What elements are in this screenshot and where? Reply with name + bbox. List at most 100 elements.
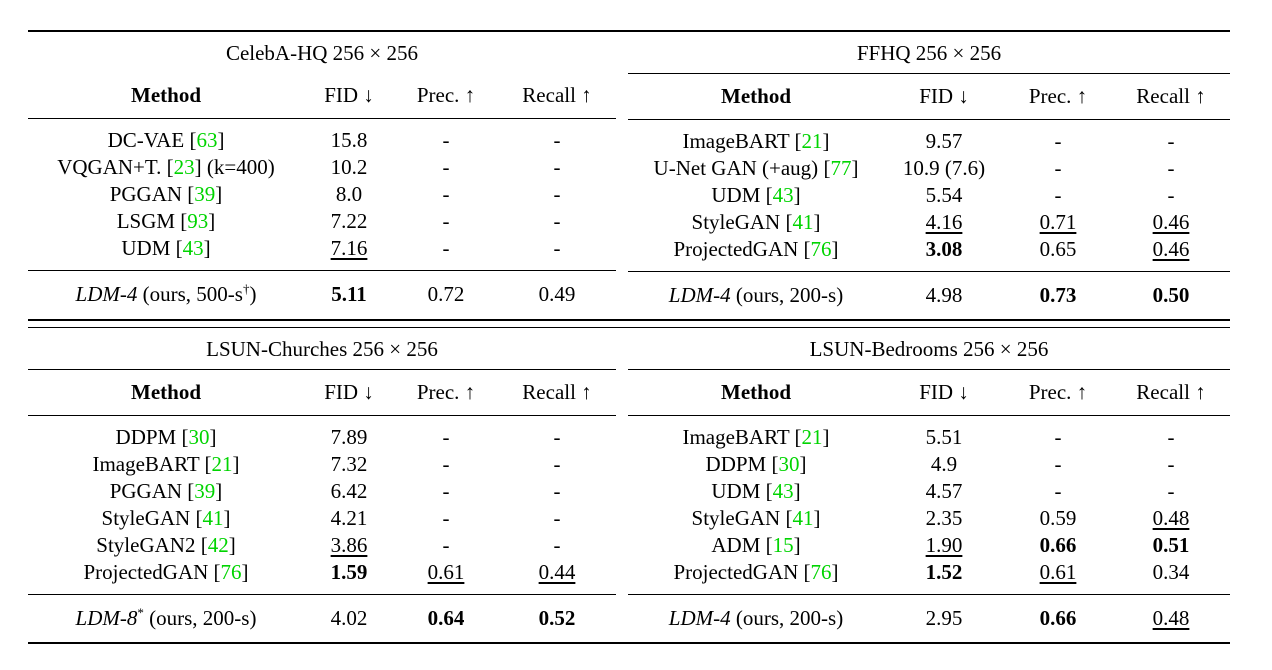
recall-cell: - (553, 506, 561, 530)
recall-cell: - (553, 182, 561, 206)
citation-link[interactable]: 30 (778, 452, 800, 476)
ours-fid-cell: 2.95 (925, 606, 963, 630)
ours-method-cell: LDM-4 (ours, 500-s†) (75, 281, 257, 306)
fid-cell: 7.89 (330, 425, 368, 449)
citation-link[interactable]: 39 (194, 479, 216, 503)
recall-cell: - (1167, 452, 1175, 476)
header-prec: Prec. ↑ (1028, 84, 1088, 108)
citation-link[interactable]: 42 (207, 533, 229, 557)
recall-cell: - (1167, 425, 1175, 449)
method-cell: U-Net GAN (+aug) [77] (653, 156, 859, 180)
churches-table: LSUN-Churches 256 × 256 Method FID ↓ Pre… (28, 328, 616, 642)
ours-prec-cell: 0.73 (1039, 283, 1077, 307)
method-cell: UDM [43] (711, 479, 801, 503)
prec-cell: - (1054, 183, 1062, 207)
ours-method-cell: LDM-4 (ours, 200-s) (668, 283, 844, 307)
citation-link[interactable]: 77 (830, 156, 852, 180)
header-method: Method (131, 83, 201, 107)
ours-recall-cell: 0.49 (538, 282, 576, 306)
recall-cell: - (553, 479, 561, 503)
citation-link[interactable]: 23 (173, 155, 195, 179)
ours-recall-cell: 0.48 (1152, 606, 1190, 630)
ours-recall-cell: 0.52 (538, 606, 576, 630)
fid-cell: 3.86 (330, 533, 368, 557)
recall-cell: 0.44 (538, 560, 576, 584)
citation-link[interactable]: 41 (202, 506, 224, 530)
recall-cell: - (553, 425, 561, 449)
prec-cell: 0.66 (1039, 533, 1077, 557)
prec-cell: 0.61 (427, 560, 465, 584)
citation-link[interactable]: 76 (220, 560, 242, 584)
fid-cell: 3.08 (925, 237, 963, 261)
fid-cell: 7.16 (330, 236, 368, 260)
recall-cell: 0.34 (1152, 560, 1190, 584)
fid-cell: 7.32 (330, 452, 368, 476)
ffhq-title: FFHQ 256 × 256 (856, 41, 1002, 65)
celeba-table: CelebA-HQ 256 × 256 Method FID ↓ Prec. ↑… (28, 32, 616, 319)
header-recall: Recall ↑ (1136, 84, 1206, 108)
prec-cell: - (442, 209, 450, 233)
citation-link[interactable]: 21 (801, 129, 823, 153)
header-method: Method (721, 380, 791, 404)
method-cell: ProjectedGAN [76] (83, 560, 249, 584)
prec-cell: - (442, 452, 450, 476)
ours-prec-cell: 0.66 (1039, 606, 1077, 630)
recall-cell: - (553, 128, 561, 152)
prec-cell: - (442, 182, 450, 206)
header-fid: FID ↓ (919, 380, 969, 404)
celeba-title: CelebA-HQ 256 × 256 (225, 41, 419, 65)
citation-link[interactable]: 21 (211, 452, 233, 476)
citation-link[interactable]: 30 (188, 425, 210, 449)
citation-link[interactable]: 43 (772, 479, 794, 503)
fid-cell: 10.9 (7.6) (902, 156, 986, 180)
citation-link[interactable]: 93 (187, 209, 209, 233)
recall-cell: - (553, 209, 561, 233)
churches-title: LSUN-Churches 256 × 256 (206, 337, 438, 361)
header-recall: Recall ↑ (1136, 380, 1206, 404)
prec-cell: 0.59 (1039, 506, 1077, 530)
method-cell: StyleGAN [41] (101, 506, 231, 530)
recall-cell: - (1167, 156, 1175, 180)
fid-cell: 5.51 (925, 425, 963, 449)
recall-cell: 0.46 (1152, 210, 1190, 234)
prec-cell: - (1054, 452, 1062, 476)
fid-cell: 9.57 (925, 129, 963, 153)
recall-cell: 0.48 (1152, 506, 1190, 530)
bedrooms-table: LSUN-Bedrooms 256 × 256 Method FID ↓ Pre… (628, 328, 1230, 642)
ours-prec-cell: 0.64 (427, 606, 465, 630)
prec-cell: 0.71 (1039, 210, 1077, 234)
citation-link[interactable]: 76 (810, 237, 832, 261)
prec-cell: - (1054, 156, 1062, 180)
prec-cell: - (442, 533, 450, 557)
header-fid: FID ↓ (324, 380, 374, 404)
header-method: Method (721, 84, 791, 108)
ours-method-cell: LDM-4 (ours, 200-s) (668, 606, 844, 630)
citation-link[interactable]: 15 (772, 533, 794, 557)
prec-cell: 0.65 (1039, 237, 1077, 261)
citation-link[interactable]: 43 (772, 183, 794, 207)
citation-link[interactable]: 21 (801, 425, 823, 449)
prec-cell: - (442, 236, 450, 260)
method-cell: UDM [43] (121, 236, 211, 260)
header-recall: Recall ↑ (522, 380, 592, 404)
method-cell: DDPM [30] (705, 452, 807, 476)
method-cell: ProjectedGAN [76] (673, 237, 839, 261)
top-row: CelebA-HQ 256 × 256 Method FID ↓ Prec. ↑… (28, 30, 1230, 319)
recall-cell: - (553, 452, 561, 476)
recall-cell: - (1167, 129, 1175, 153)
citation-link[interactable]: 41 (792, 506, 814, 530)
citation-link[interactable]: 41 (792, 210, 814, 234)
method-cell: ImageBART [21] (92, 452, 240, 476)
bottom-row: LSUN-Churches 256 × 256 Method FID ↓ Pre… (28, 328, 1230, 644)
recall-cell: - (553, 236, 561, 260)
citation-link[interactable]: 76 (810, 560, 832, 584)
header-method: Method (131, 380, 201, 404)
method-cell: ProjectedGAN [76] (673, 560, 839, 584)
ours-recall-cell: 0.50 (1152, 283, 1190, 307)
prec-cell: - (1054, 425, 1062, 449)
citation-link[interactable]: 39 (194, 182, 216, 206)
fid-cell: 2.35 (925, 506, 963, 530)
citation-link[interactable]: 43 (182, 236, 204, 260)
fid-cell: 6.42 (330, 479, 368, 503)
citation-link[interactable]: 63 (196, 128, 218, 152)
